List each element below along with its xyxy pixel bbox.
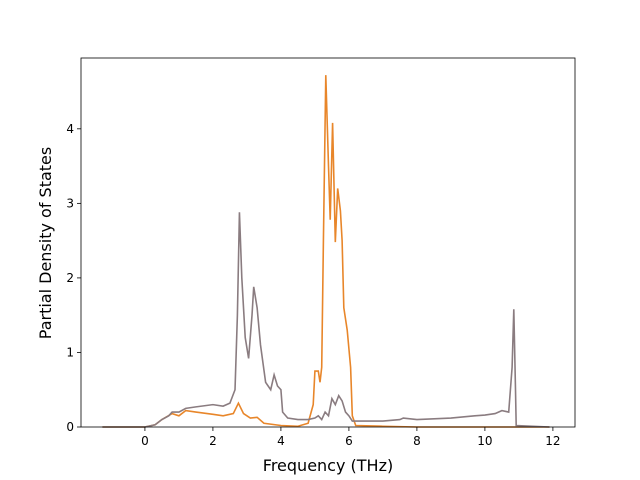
x-tick-label: 4 (277, 434, 285, 448)
x-tick-label: 0 (141, 434, 149, 448)
y-axis-label: Partial Density of States (36, 147, 55, 339)
line (102, 75, 550, 428)
y-tick-label: 1 (66, 345, 74, 359)
x-tick-label: 6 (345, 434, 353, 448)
y-tick-label: 4 (66, 122, 74, 136)
x-axis-label: Frequency (THz) (263, 456, 393, 475)
x-tick-label: 12 (545, 434, 560, 448)
x-tick-label: 10 (477, 434, 492, 448)
plot-frame (80, 57, 576, 428)
x-tick-label: 2 (209, 434, 217, 448)
line (102, 212, 550, 428)
y-tick-label: 0 (66, 420, 74, 434)
y-tick-label: 2 (66, 271, 74, 285)
y-tick-label: 3 (66, 196, 74, 210)
x-tick-label: 8 (413, 434, 421, 448)
